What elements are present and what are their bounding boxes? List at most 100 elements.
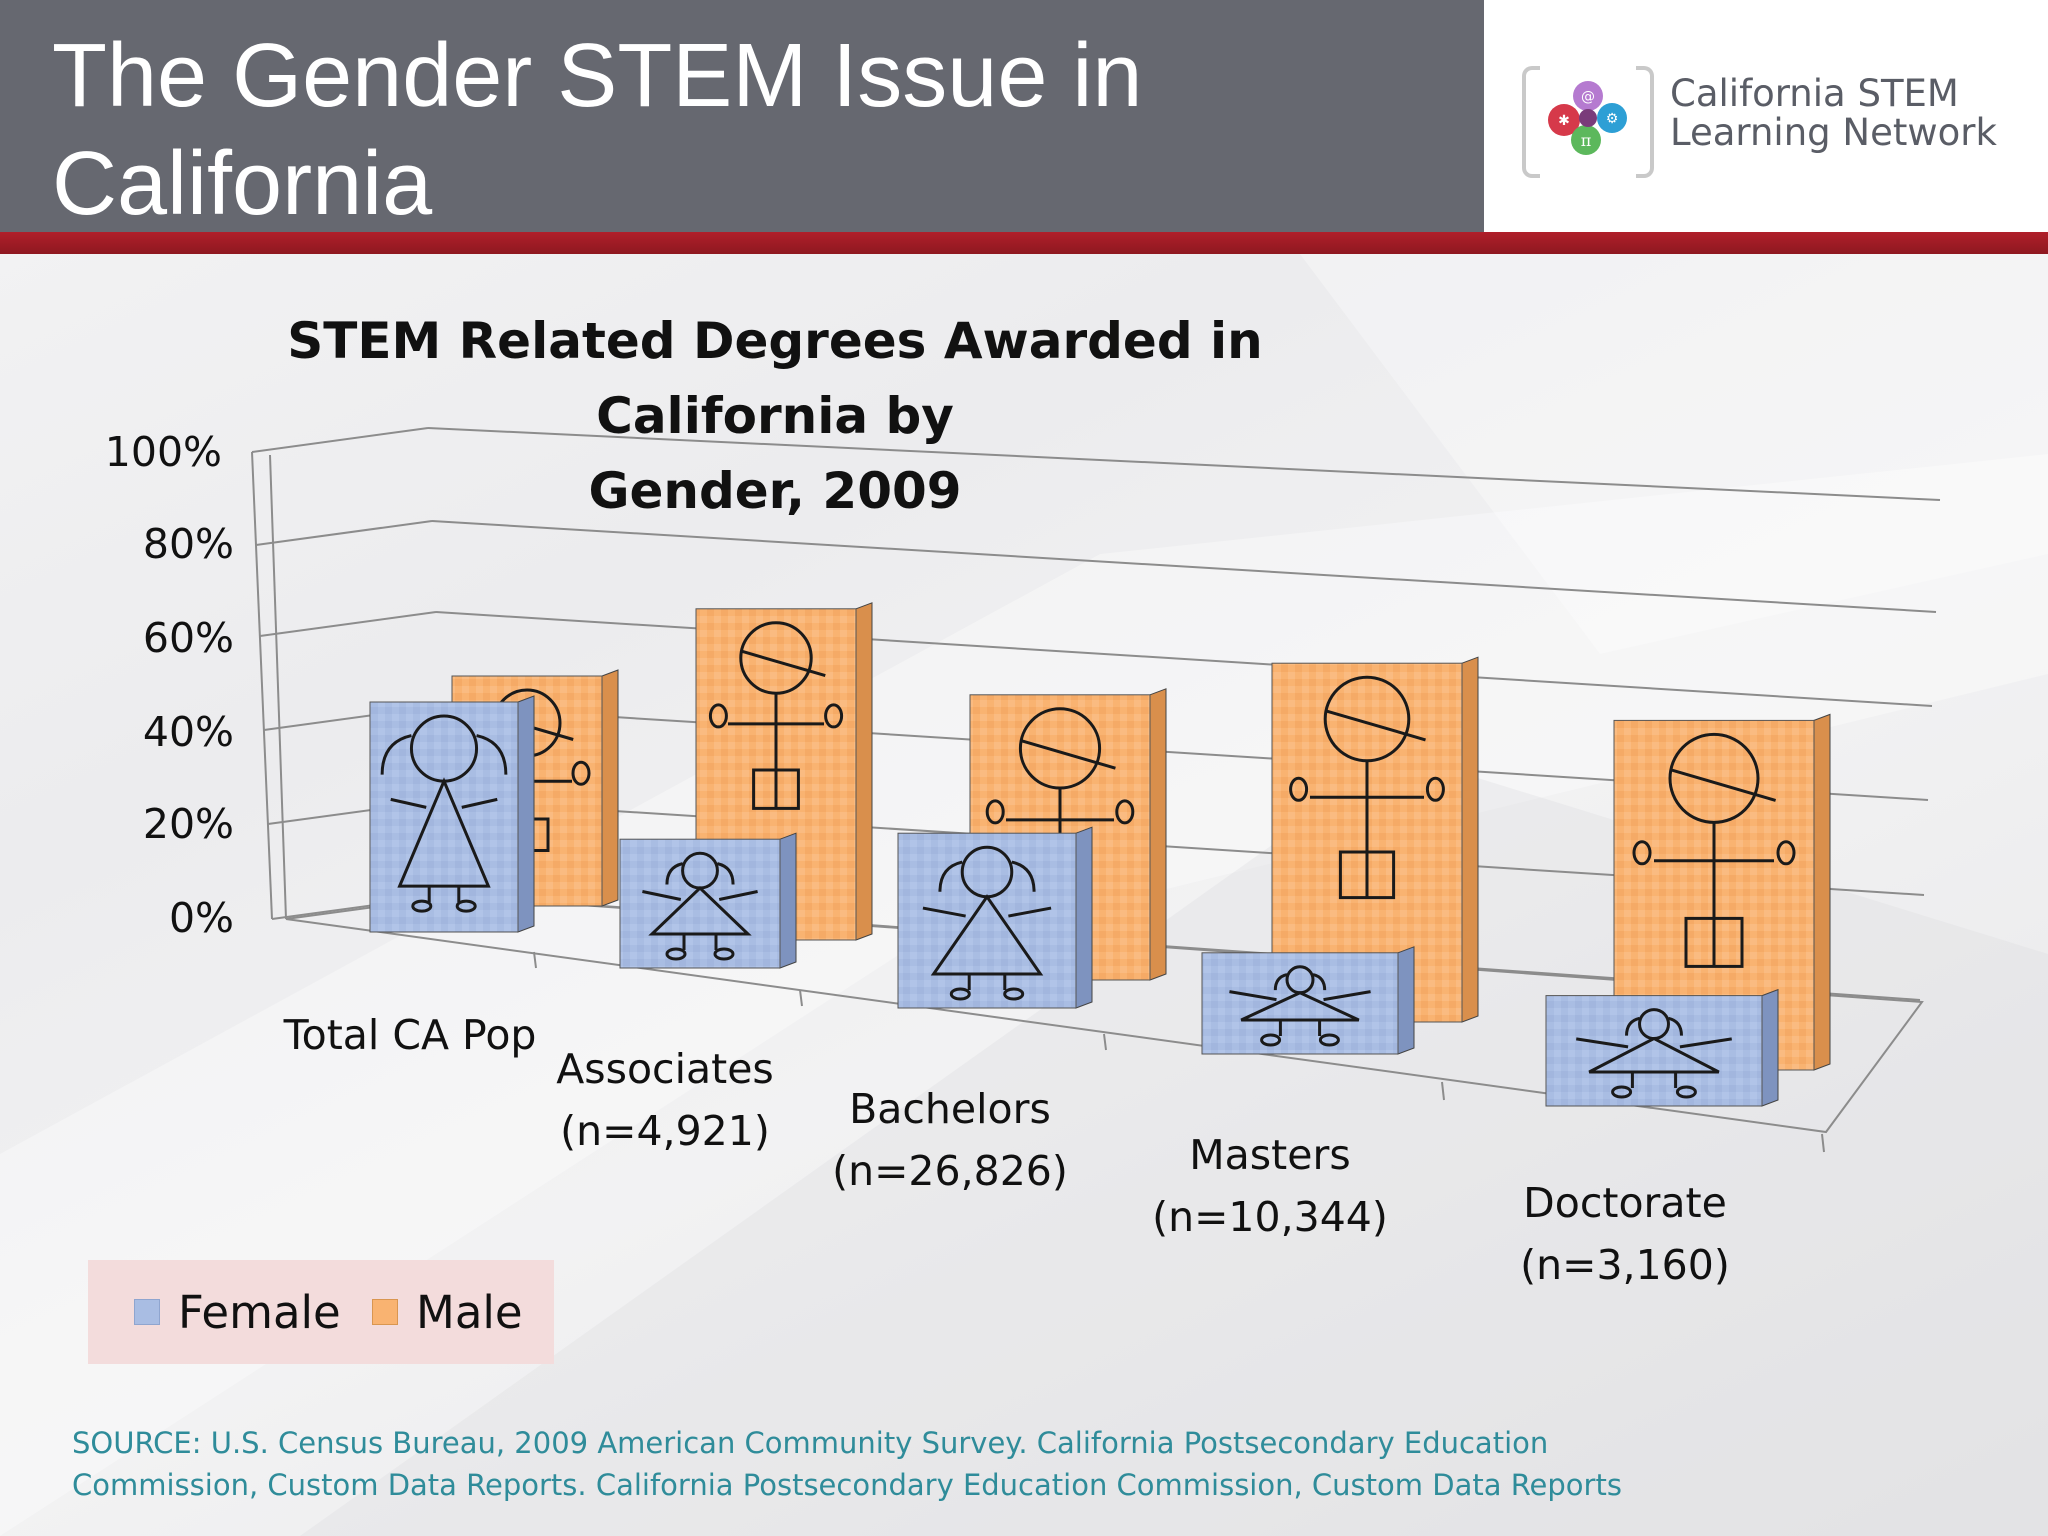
chart-title-line-1: STEM Related Degrees Awarded in Californ…	[287, 312, 1263, 445]
bar-female-3-arm-right	[1323, 990, 1371, 1002]
gridline-3	[435, 611, 1933, 707]
svg-text:⚙: ⚙	[1606, 111, 1619, 127]
bar-female-4-dress	[1588, 1036, 1720, 1074]
bar-female-4-front	[1545, 995, 1763, 1107]
bar-female-4-girl-figure-icon	[1576, 1008, 1732, 1099]
bar-male-3-boy-figure-icon	[1289, 675, 1445, 900]
bar-female-3-side	[1397, 946, 1415, 1055]
chart-legend: Female Male	[88, 1260, 554, 1364]
bar-male-4-hand-left	[1632, 840, 1652, 866]
bar-female-1-arm-right	[718, 890, 758, 901]
bar-female-3-front	[1201, 952, 1399, 1055]
bar-female-3-pigtail-right	[1312, 973, 1327, 991]
source-note: SOURCE: U.S. Census Bureau, 2009 America…	[72, 1422, 1872, 1506]
bar-female-2-girl-figure-icon	[922, 845, 1052, 1001]
bar-male-3-hand-right	[1425, 776, 1445, 802]
bar-female-2-pigtail-right	[1011, 860, 1036, 892]
x-category-label-3-line-1: (n=10,344)	[1152, 1193, 1388, 1241]
logo-line-2: Learning Network	[1670, 111, 1997, 154]
bar-female-1-dress	[648, 885, 752, 936]
chart-title-line-2: Gender, 2009	[588, 462, 962, 520]
bar-female-2-foot-right	[1003, 987, 1025, 1001]
bar-male-4-hand-right	[1776, 840, 1796, 866]
bar-female-3	[1201, 946, 1415, 1055]
bar-male-1-boy-figure-icon	[708, 621, 844, 810]
bar-male-1-hand-left	[708, 703, 728, 729]
bar-male-0-side	[601, 669, 619, 907]
legend-label-male: Male	[416, 1285, 523, 1339]
logo-bracket-left	[1522, 66, 1540, 178]
bar-female-0-side	[517, 695, 535, 933]
x-category-label-4-line-0: Doctorate	[1523, 1179, 1727, 1227]
bar-male-3-side	[1461, 656, 1479, 1023]
legend-label-female: Female	[178, 1285, 341, 1339]
x-tick-2	[1103, 1033, 1107, 1051]
bar-female-0-arm-left	[390, 797, 427, 809]
x-category-label-2-line-1: (n=26,826)	[832, 1147, 1068, 1195]
bar-female-2-front	[897, 832, 1077, 1009]
logo-line-1: California STEM	[1670, 72, 1959, 115]
gridline-5	[427, 427, 1941, 501]
chart-title: STEM Related Degrees Awarded in Californ…	[200, 304, 1350, 529]
bar-female-4	[1545, 988, 1779, 1107]
bar-female-1-pigtail-left	[665, 862, 683, 885]
bar-female-2-side	[1075, 826, 1093, 1009]
bar-female-2-arm-right	[1008, 906, 1052, 918]
source-line-2: Commission, Custom Data Reports. Califor…	[72, 1468, 1622, 1502]
bar-male-2-hand-left	[985, 799, 1005, 825]
x-category-label-3-line-0: Masters	[1189, 1131, 1351, 1179]
x-category-label-0-line-0: Total CA Pop	[283, 1011, 537, 1059]
bar-female-4-foot-right	[1675, 1085, 1697, 1099]
slide-title: The Gender STEM Issue in California	[52, 26, 1143, 234]
y-tick-label-1: 20%	[142, 800, 234, 848]
male-swatch	[372, 1299, 398, 1325]
x-category-label-1-line-1: (n=4,921)	[560, 1107, 770, 1155]
y-tick-label-4: 80%	[142, 520, 234, 568]
slide-header: The Gender STEM Issue in California	[0, 0, 1484, 234]
bar-male-4-boy-figure-icon	[1632, 732, 1796, 968]
gridline-side-3	[259, 611, 437, 637]
bar-female-0	[369, 695, 535, 933]
bar-male-1-side	[855, 602, 873, 941]
bar-male-1-torso	[752, 768, 800, 810]
background-decoration	[0, 254, 2048, 1536]
x-category-label-4-line-1: (n=3,160)	[1520, 1241, 1730, 1289]
bar-female-0-front	[369, 701, 519, 933]
gridline-side-4	[255, 520, 433, 546]
y-tick-label-5: 100%	[104, 428, 222, 476]
x-category-label-3: Masters (n=10,344)	[1110, 1124, 1430, 1248]
y-tick-label-2: 40%	[142, 708, 234, 756]
bar-female-4-arm-left	[1576, 1037, 1629, 1049]
bar-female-4-side	[1761, 988, 1779, 1107]
svg-text:π: π	[1581, 131, 1592, 150]
bar-male-1-hat	[740, 649, 826, 678]
bar-female-4-pigtail-right	[1668, 1016, 1683, 1036]
x-tick-0	[533, 951, 537, 969]
logo-bracket-right	[1636, 66, 1654, 178]
bar-female-4-pigtail-left	[1625, 1016, 1640, 1036]
bar-female-4-arm-right	[1679, 1037, 1732, 1049]
bar-female-2-dress	[930, 894, 1044, 976]
legend-item-male: Male	[372, 1285, 523, 1339]
source-line-1: SOURCE: U.S. Census Bureau, 2009 America…	[72, 1426, 1549, 1460]
svg-text:@: @	[1581, 89, 1595, 105]
bar-female-1-arm-left	[642, 890, 682, 901]
bar-male-2-hat	[1019, 739, 1116, 770]
bar-male-4-side	[1813, 713, 1831, 1071]
bar-male-2-hand-right	[1115, 799, 1135, 825]
y-axis-line-inner	[269, 454, 287, 920]
bar-female-0-girl-figure-icon	[380, 714, 508, 913]
bar-female-2-foot-left	[949, 987, 971, 1001]
y-tick-label-3: 60%	[142, 614, 234, 662]
y-axis-line	[251, 451, 273, 920]
female-swatch	[134, 1299, 160, 1325]
bar-female-3-foot-right	[1318, 1033, 1340, 1047]
bar-female-3-foot-left	[1260, 1033, 1282, 1047]
x-category-label-0: Total CA Pop	[250, 1004, 570, 1066]
bar-male-3-hand-left	[1289, 776, 1309, 802]
x-category-label-1: Associates (n=4,921)	[505, 1038, 825, 1162]
bar-female-3-arm-left	[1229, 990, 1277, 1002]
bar-female-2	[897, 826, 1093, 1009]
bar-female-1	[619, 832, 797, 969]
